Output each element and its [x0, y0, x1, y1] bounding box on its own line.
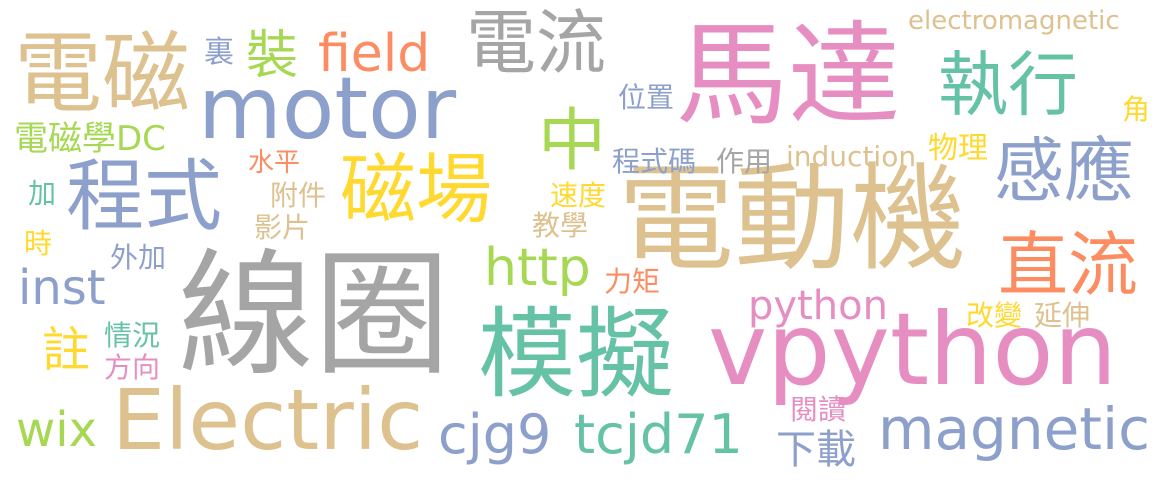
word-motor: motor: [198, 59, 457, 159]
word-yan-shen: 延伸: [1034, 299, 1091, 332]
word-fu-jian: 附件: [270, 179, 327, 212]
word-zhi-xing: 執行: [938, 44, 1078, 126]
word-ci-chang: 磁場: [340, 145, 492, 234]
word-zhi-liu: 直流: [998, 224, 1138, 306]
word-python: python: [748, 283, 888, 329]
word-wix: wix: [16, 402, 97, 458]
word-electric: Electric: [112, 371, 424, 469]
word-cheng-shi-ma: 程式碼: [612, 145, 697, 178]
word-zhuang: 裝: [246, 26, 299, 86]
word-su-du: 速度: [550, 179, 607, 212]
word-dian-dong-ji: 電動機: [618, 152, 966, 287]
word-mo-ni: 模擬: [478, 298, 675, 412]
word-wu-li: 物理: [928, 131, 988, 166]
word-zuo-yong: 作用: [716, 145, 773, 178]
word-shi: 時: [24, 227, 53, 260]
word-http: http: [484, 238, 591, 298]
word-jiao-xue: 教學: [532, 209, 589, 242]
word-dian-liu: 電流: [466, 2, 606, 84]
word-cheng-shi: 程式: [66, 152, 223, 242]
word-li-ju: 力矩: [604, 265, 661, 298]
word-field: field: [318, 24, 431, 84]
word-shui-ping: 水平: [248, 148, 301, 178]
word-tcjd71: tcjd71: [574, 403, 743, 466]
word-induction: induction: [786, 140, 917, 173]
word-qing-kuang: 情況: [104, 319, 161, 352]
word-li: 裏: [204, 35, 234, 70]
word-xia-zai: 下載: [776, 427, 856, 473]
word-jiao: 角: [1122, 93, 1151, 126]
word-zhu: 註: [42, 322, 91, 378]
word-ying-pian: 影片: [254, 211, 311, 244]
word-inst: inst: [18, 260, 106, 316]
word-dian-ci-xue-dc: 電磁學DC: [14, 119, 166, 159]
word-jia: 加: [28, 177, 57, 210]
word-vpython: vpython: [708, 291, 1117, 408]
word-gan-ying: 感應: [994, 130, 1134, 212]
word-dian-ci: 電磁: [14, 22, 191, 125]
word-wai-jia: 外加: [110, 241, 167, 274]
word-electromagnetic: electromagnetic: [908, 6, 1120, 36]
word-zhong: 中: [538, 102, 607, 181]
word-gai-bian: 改變: [966, 299, 1023, 332]
word-cjg9: cjg9: [438, 403, 552, 466]
word-wei-zhi: 位置: [618, 81, 675, 114]
word-yue-du: 閱讀: [790, 393, 847, 426]
word-magnetic: magnetic: [878, 395, 1151, 463]
word-fang-xiang: 方向: [104, 351, 161, 384]
word-ma-da: 馬達: [676, 11, 900, 141]
word-xian-quan: 線圈: [178, 237, 450, 395]
